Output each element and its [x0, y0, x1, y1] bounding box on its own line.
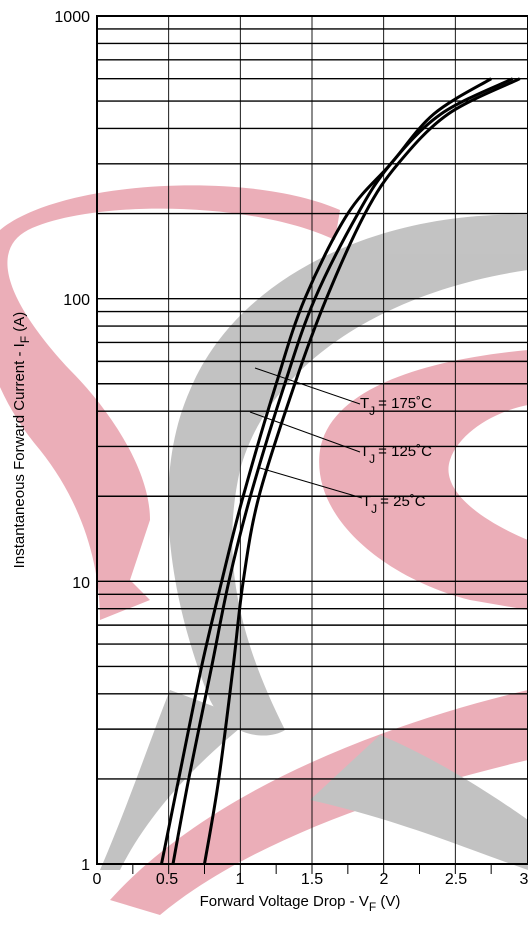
- watermark-logo: [0, 185, 528, 915]
- watermark-gray-arc: [168, 214, 528, 736]
- leader-line-175: [254, 367, 361, 405]
- curve-label-125: TJ = 125˚C: [360, 443, 432, 466]
- watermark-gray-swoosh: [310, 735, 528, 870]
- x-axis-label: Forward Voltage Drop - VF (V): [200, 893, 401, 914]
- curve-label-25-rest: = 25˚C: [380, 493, 426, 510]
- watermark-gray-lower: [100, 690, 250, 870]
- curve-label-175: TJ = 175˚C: [360, 395, 432, 418]
- curve-label-175-rest: = 175˚C: [378, 395, 432, 412]
- x-tick-label: 1.5: [301, 871, 323, 888]
- series-line-2: [203, 77, 521, 865]
- x-tick-label: 0: [93, 871, 102, 888]
- x-axis-label-sub: F: [369, 900, 376, 914]
- curve-label-175-sub: J: [369, 404, 375, 418]
- x-tick-label: 2: [380, 871, 389, 888]
- leader-line-125: [249, 411, 361, 453]
- y-tick-label: 100: [63, 292, 90, 309]
- plot-frame: [96, 15, 528, 865]
- curve-label-125-t: T: [360, 443, 369, 460]
- y-axis-label: Instantaneous Forward Current - IF (A): [11, 312, 32, 569]
- watermark-red-swoosh: [110, 690, 528, 915]
- curve-label-25-t: T: [362, 493, 371, 510]
- x-tick-label: 1: [236, 871, 245, 888]
- x-axis-label-unit: (V): [376, 893, 400, 910]
- x-axis-label-main: Forward Voltage Drop - V: [200, 893, 369, 910]
- grid: [97, 16, 528, 874]
- y-axis-label-main: Instantaneous Forward Current - I: [11, 343, 28, 568]
- curve-label-175-t: T: [360, 395, 369, 412]
- watermark-red-wedge: [319, 350, 528, 610]
- x-tick-label: 3: [520, 871, 528, 888]
- curve-label-125-rest: = 125˚C: [378, 443, 432, 460]
- curve-labels: TJ = 175˚C TJ = 125˚C TJ = 25˚C: [249, 367, 432, 516]
- y-axis-label-unit: (A): [11, 312, 28, 336]
- curve-label-125-sub: J: [369, 452, 375, 466]
- y-tick-labels: 1000 100 10 1: [54, 9, 90, 874]
- curves: [160, 77, 521, 865]
- y-tick-label: 1000: [54, 9, 90, 26]
- x-tick-labels: 0 0.5 1 1.5 2 2.5 3: [93, 871, 528, 888]
- y-axis-label-sub: F: [18, 336, 32, 343]
- curve-label-25-sub: J: [371, 502, 377, 516]
- y-tick-label: 10: [72, 575, 90, 592]
- y-tick-label: 1: [81, 857, 90, 874]
- leader-line-25: [259, 467, 363, 499]
- watermark-red-arc: [0, 185, 340, 620]
- curve-label-25: TJ = 25˚C: [362, 493, 426, 516]
- x-tick-label: 2.5: [445, 871, 467, 888]
- series-line-1: [171, 77, 514, 865]
- x-tick-label: 0.5: [156, 871, 178, 888]
